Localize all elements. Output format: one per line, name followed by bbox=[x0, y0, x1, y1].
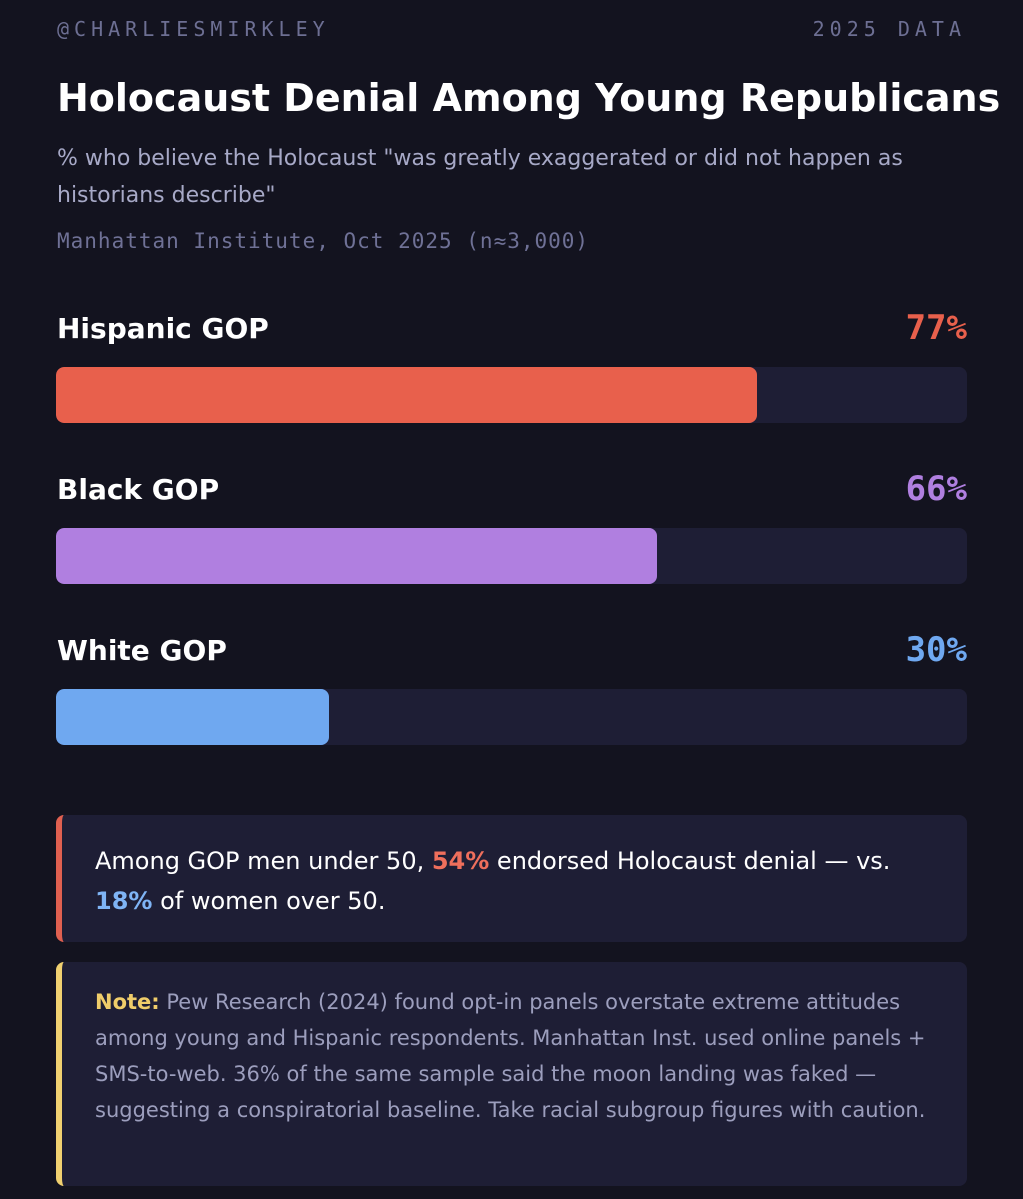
note-box: Note: Pew Research (2024) found opt-in p… bbox=[56, 962, 967, 1186]
bar-row: Black GOP 66% bbox=[56, 461, 967, 622]
chart-title: Holocaust Denial Among Young Republicans bbox=[57, 76, 1001, 120]
callout-highlight-women: 18% bbox=[95, 887, 153, 915]
bar-label: White GOP bbox=[57, 634, 227, 667]
top-bar: @CHARLIESMIRKLEY 2025 DATA bbox=[57, 14, 966, 44]
note-label: Note: bbox=[95, 990, 160, 1014]
bar-row: White GOP 30% bbox=[56, 622, 967, 783]
data-year-tag: 2025 DATA bbox=[812, 17, 966, 41]
bar-chart: Hispanic GOP 77% Black GOP 66% White GOP 30% bbox=[56, 300, 967, 783]
bar bbox=[56, 528, 658, 584]
bar-value-label: 66% bbox=[905, 469, 967, 509]
chart-source: Manhattan Institute, Oct 2025 (n≈3,000) bbox=[57, 229, 590, 253]
callout-box: Among GOP men under 50, 54% endorsed Hol… bbox=[56, 815, 967, 942]
chart-subtitle: % who believe the Holocaust "was greatly… bbox=[57, 146, 903, 208]
callout-text-2: endorsed Holocaust denial — vs. bbox=[489, 847, 891, 875]
author-handle: @CHARLIESMIRKLEY bbox=[57, 17, 330, 41]
bar bbox=[56, 367, 758, 423]
bar-row: Hispanic GOP 77% bbox=[56, 300, 967, 461]
callout-text-3: of women over 50. bbox=[152, 887, 386, 915]
note-text: Pew Research (2024) found opt-in panels … bbox=[95, 990, 926, 1122]
bar-track bbox=[56, 528, 967, 584]
callout-highlight-men: 54% bbox=[431, 847, 490, 875]
callout-text-1: Among GOP men under 50, bbox=[95, 847, 432, 875]
bar-value-label: 30% bbox=[905, 630, 967, 670]
bar-label: Black GOP bbox=[57, 473, 220, 506]
bar-label: Hispanic GOP bbox=[57, 312, 269, 345]
bar bbox=[56, 689, 330, 745]
bar-track bbox=[56, 689, 967, 745]
bar-value-label: 77% bbox=[905, 308, 967, 348]
bar-track bbox=[56, 367, 967, 423]
